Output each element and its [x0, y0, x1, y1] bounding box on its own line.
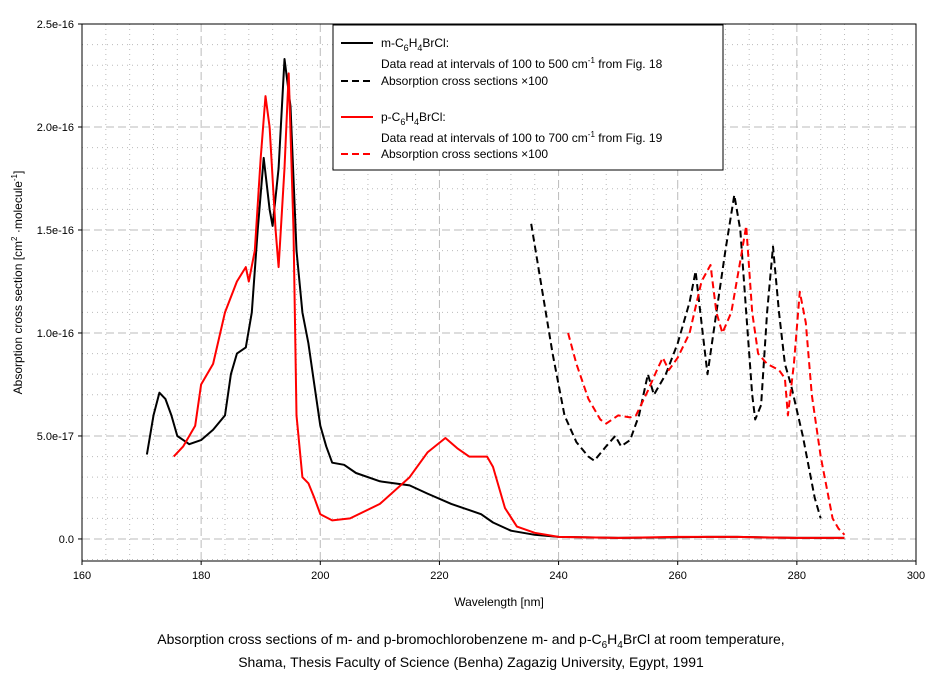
- text-part: Absorption cross section [cm: [11, 241, 25, 394]
- series-line-0: [145, 58, 845, 539]
- text-part: 4: [417, 43, 422, 53]
- text-part: BrCl at room temperature,: [623, 631, 785, 647]
- legend-note: Data read at intervals of 100 to 500 cm-…: [381, 56, 663, 71]
- x-tick-label: 160: [73, 570, 91, 582]
- x-tick-label: 180: [192, 570, 210, 582]
- legend-label: Absorption cross sections ×100: [381, 74, 548, 88]
- y-tick-label: 5.0e-17: [37, 431, 74, 443]
- text-part: m-C: [381, 36, 404, 50]
- text-part: 6: [400, 117, 405, 127]
- text-part: ·molecule: [11, 181, 25, 237]
- text-part: 6: [404, 43, 409, 53]
- text-part: p-C: [381, 110, 401, 124]
- x-tick-label: 220: [430, 570, 448, 582]
- text-part: H: [405, 110, 414, 124]
- x-axis-label: Wavelength [nm]: [454, 595, 544, 609]
- y-tick-label: 1.0e-16: [37, 328, 74, 340]
- text-part: BrCl:: [419, 110, 446, 124]
- x-tick-label: 280: [788, 570, 806, 582]
- x-tick-label: 240: [549, 570, 567, 582]
- legend-label: p-C6H4BrCl:: [381, 110, 446, 127]
- text-part: Absorption cross sections of m- and p-br…: [157, 631, 601, 647]
- text-part: -1: [588, 56, 596, 65]
- legend-note: Data read at intervals of 100 to 700 cm-…: [381, 130, 663, 145]
- x-tick-label: 300: [907, 570, 925, 582]
- legend-label: m-C6H4BrCl:: [381, 36, 449, 53]
- text-part: from Fig. 18: [595, 57, 663, 71]
- text-part: ]: [11, 171, 25, 174]
- text-part: -1: [588, 130, 596, 139]
- y-tick-label: 0.0: [59, 534, 74, 546]
- text-part: 2: [10, 236, 19, 241]
- text-part: Data read at intervals of 100 to 500 cm: [381, 57, 588, 71]
- text-part: -1: [10, 173, 19, 181]
- x-tick-label: 200: [311, 570, 329, 582]
- text-part: 4: [617, 640, 623, 651]
- y-tick-label: 1.5e-16: [37, 225, 74, 237]
- legend-box: [332, 24, 724, 171]
- text-part: BrCl:: [422, 36, 449, 50]
- text-part: Data read at intervals of 100 to 700 cm: [381, 131, 588, 145]
- text-part: 4: [414, 117, 419, 127]
- x-tick-label: 260: [669, 570, 687, 582]
- y-axis-label: Absorption cross section [cm2 ·molecule-…: [10, 171, 25, 395]
- y-tick-label: 2.5e-16: [37, 19, 74, 31]
- text-part: H: [607, 631, 617, 647]
- plot-frame: [81, 23, 917, 562]
- y-tick-label: 2.0e-16: [37, 122, 74, 134]
- series-line-3: [567, 224, 846, 536]
- text-part: from Fig. 19: [595, 131, 663, 145]
- text-part: 6: [602, 640, 608, 651]
- caption-line-1: Absorption cross sections of m- and p-br…: [157, 631, 784, 651]
- series-line-1: [172, 72, 845, 539]
- legend: m-C6H4BrCl:Data read at intervals of 100…: [332, 24, 724, 171]
- caption-line-2: Shama, Thesis Faculty of Science (Benha)…: [238, 654, 704, 670]
- text-part: H: [409, 36, 418, 50]
- legend-label: Absorption cross sections ×100: [381, 147, 548, 161]
